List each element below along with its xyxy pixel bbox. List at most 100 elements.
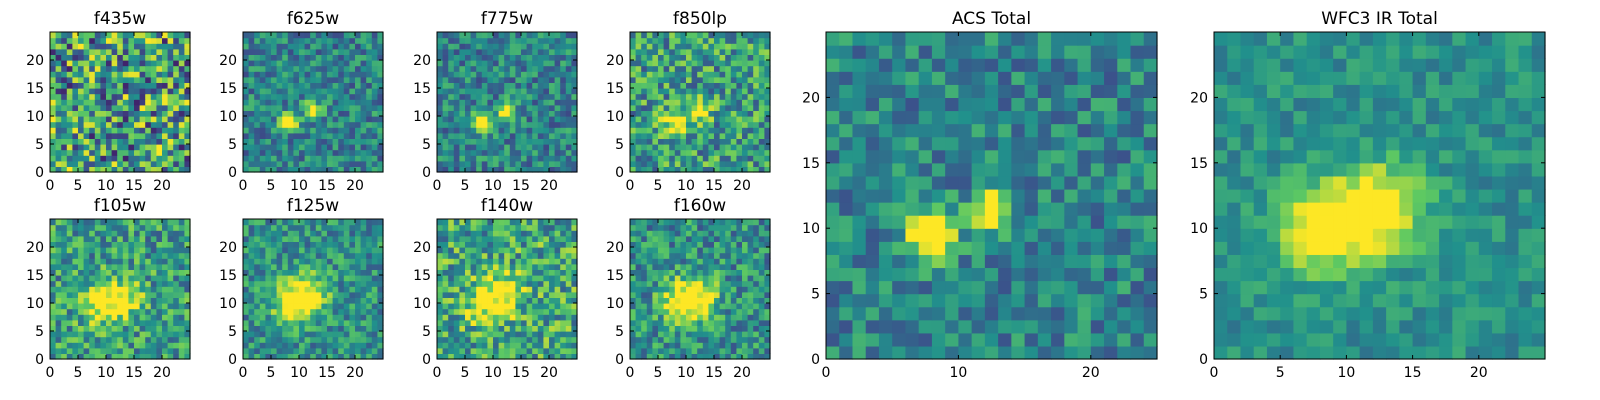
heatmap-cell	[282, 297, 289, 304]
heatmap-cell	[481, 275, 488, 282]
heatmap-cell	[442, 88, 449, 95]
heatmap-cell	[371, 235, 378, 242]
heatmap-cell	[565, 224, 572, 231]
heatmap-cell	[61, 252, 68, 259]
heatmap-cell	[498, 116, 505, 123]
heatmap-cell	[377, 342, 384, 349]
heatmap-cell	[128, 65, 135, 72]
heatmap-cell	[355, 121, 362, 128]
heatmap-cell	[243, 342, 250, 349]
heatmap-cell	[310, 82, 317, 89]
heatmap-cell	[343, 331, 350, 338]
heatmap-cell	[658, 325, 665, 332]
heatmap-cell	[78, 54, 85, 61]
heatmap-cell	[442, 331, 449, 338]
heatmap-cell	[117, 132, 124, 139]
heatmap-cell	[635, 82, 642, 89]
heatmap-cell	[145, 166, 152, 173]
heatmap-cell	[299, 219, 306, 226]
heatmap-cell	[315, 48, 322, 55]
heatmap-cell	[515, 347, 522, 354]
heatmap-cell	[94, 336, 101, 343]
heatmap-cell	[630, 297, 637, 304]
heatmap-cell	[470, 263, 477, 270]
heatmap-cell	[459, 104, 466, 111]
heatmap-cell	[338, 347, 345, 354]
heatmap-cell	[442, 76, 449, 83]
heatmap-cell	[343, 110, 350, 117]
heatmap-cell	[719, 60, 726, 67]
heatmap-cell	[526, 280, 533, 287]
heatmap-cell	[150, 104, 157, 111]
heatmap-cell	[78, 275, 85, 282]
heatmap-cell	[697, 286, 704, 293]
heatmap-cell	[565, 138, 572, 145]
heatmap-cell	[243, 127, 250, 134]
heatmap-cell	[714, 121, 721, 128]
axes-frame	[49, 31, 191, 173]
heatmap-cell	[554, 43, 561, 50]
heatmap-cell	[355, 291, 362, 298]
heatmap-cell	[259, 308, 266, 315]
heatmap-cell	[304, 303, 311, 310]
heatmap-cell	[448, 303, 455, 310]
heatmap-cell	[184, 32, 191, 39]
heatmap-cell	[145, 235, 152, 242]
heatmap-cell	[360, 331, 367, 338]
heatmap-cell	[663, 308, 670, 315]
heatmap-cell	[442, 319, 449, 326]
heatmap-cell	[493, 263, 500, 270]
heatmap-cell	[526, 88, 533, 95]
heatmap-cell	[83, 65, 90, 72]
heatmap-cell	[276, 132, 283, 139]
heatmap-cell	[758, 99, 765, 106]
heatmap-cell	[287, 60, 294, 67]
heatmap-cell	[162, 325, 169, 332]
heatmap-cell	[526, 275, 533, 282]
heatmap-cell	[377, 353, 384, 360]
heatmap-cell	[310, 269, 317, 276]
heatmap-cell	[100, 160, 107, 167]
heatmap-cell	[515, 37, 522, 44]
heatmap-cell	[55, 247, 62, 254]
heatmap-cell	[100, 342, 107, 349]
heatmap-cell	[526, 132, 533, 139]
heatmap-cell	[156, 286, 163, 293]
heatmap-cell	[145, 280, 152, 287]
heatmap-cell	[282, 144, 289, 151]
heatmap-cell	[66, 263, 73, 270]
heatmap-cell	[554, 127, 561, 134]
heatmap-cell	[265, 275, 272, 282]
heatmap-cell	[360, 76, 367, 83]
heatmap-cell	[299, 132, 306, 139]
heatmap-cell	[663, 275, 670, 282]
heatmap-cell	[287, 347, 294, 354]
heatmap-cell	[691, 291, 698, 298]
heatmap-cell	[355, 308, 362, 315]
heatmap-cell	[630, 144, 637, 151]
heatmap-cell	[248, 48, 255, 55]
heatmap-cell	[742, 82, 749, 89]
heatmap-cell	[509, 54, 516, 61]
heatmap-cell	[719, 104, 726, 111]
heatmap-cell	[254, 224, 261, 231]
heatmap-cell	[481, 235, 488, 242]
heatmap-cell	[459, 121, 466, 128]
heatmap-cell	[515, 342, 522, 349]
heatmap-cell	[366, 110, 373, 117]
heatmap-cell	[321, 336, 328, 343]
heatmap-cell	[162, 149, 169, 156]
heatmap-cell	[66, 155, 73, 162]
heatmap-cell	[437, 336, 444, 343]
heatmap-cell	[254, 160, 261, 167]
heatmap-cell	[646, 37, 653, 44]
heatmap-cell	[150, 241, 157, 248]
heatmap-cell	[167, 258, 174, 265]
heatmap-cell	[571, 241, 578, 248]
heatmap-cell	[271, 275, 278, 282]
heatmap-cell	[470, 247, 477, 254]
heatmap-cell	[753, 297, 760, 304]
heatmap-cell	[162, 336, 169, 343]
heatmap-cell	[276, 219, 283, 226]
heatmap-cell	[349, 235, 356, 242]
